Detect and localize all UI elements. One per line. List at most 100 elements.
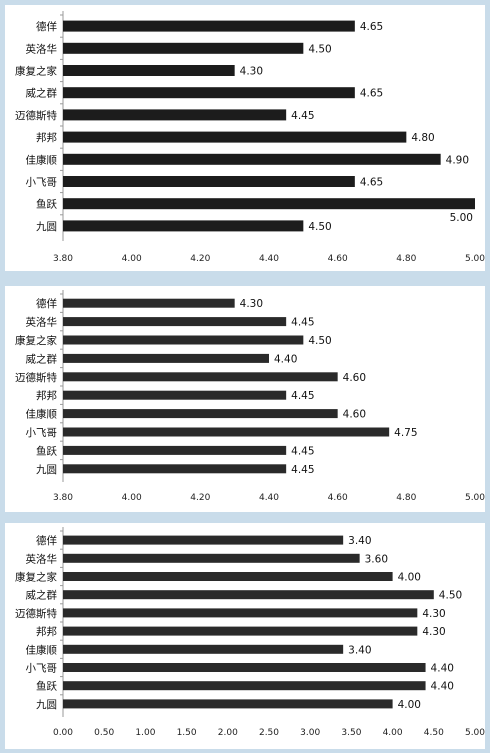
category-label: 德佯: [36, 20, 57, 33]
category-label: 九圆: [36, 699, 57, 711]
x-tick-label: 4.00: [122, 254, 142, 264]
bar: [63, 626, 418, 636]
category-label: 康复之家: [15, 571, 57, 584]
bar: [63, 20, 355, 32]
bar: [63, 464, 287, 474]
bar: [63, 220, 304, 232]
x-tick-label: 3.50: [341, 728, 361, 738]
bar: [63, 198, 475, 210]
data-label: 4.45: [291, 464, 314, 476]
x-tick-label: 5.00: [465, 493, 485, 503]
data-label: 4.45: [291, 390, 314, 402]
x-tick-label: 3.80: [53, 254, 73, 264]
x-tick-label: 4.40: [259, 493, 279, 503]
bar: [63, 131, 407, 143]
category-label: 邦邦: [36, 625, 57, 638]
x-tick-label: 4.60: [328, 493, 348, 503]
bar: [63, 87, 355, 99]
bar: [63, 176, 355, 187]
data-label: 4.80: [411, 132, 434, 144]
data-label: 4.40: [431, 681, 454, 693]
data-label: 4.40: [431, 663, 454, 675]
bar: [63, 445, 287, 455]
category-label: 威之群: [26, 352, 58, 365]
data-label: 3.40: [348, 644, 371, 656]
category-label: 九圆: [36, 221, 57, 233]
bar-chart-1: 德佯 4.65 英洛华 4.50 康复之家 4.30 威之群 4.65 迈德斯特 4.45 邦邦 4.…: [15, 11, 485, 264]
category-label: 佳康顺: [26, 643, 58, 656]
x-tick-label: 4.20: [190, 254, 210, 264]
data-label: 4.45: [291, 317, 314, 329]
category-label: 佳康顺: [26, 153, 58, 166]
data-label: 4.50: [439, 590, 462, 602]
bar: [63, 109, 287, 121]
data-label: 4.50: [308, 221, 331, 233]
x-tick-label: 4.00: [383, 728, 403, 738]
data-label: 4.65: [360, 177, 383, 189]
category-label: 迈德斯特: [15, 371, 57, 384]
bar: [63, 663, 426, 672]
category-label: 邦邦: [36, 389, 57, 402]
bar: [63, 699, 393, 709]
x-tick-label: 3.00: [300, 728, 320, 738]
x-tick-label: 4.80: [396, 493, 416, 503]
x-tick-label: 2.50: [259, 728, 279, 738]
data-label: 4.90: [446, 154, 469, 166]
bar: [63, 42, 304, 54]
bar: [63, 590, 434, 600]
bar: [63, 153, 441, 165]
x-tick-label: 5.00: [465, 254, 485, 264]
category-label: 小飞哥: [26, 177, 58, 189]
category-label: 鱼跃: [36, 198, 57, 211]
data-label: 4.50: [308, 43, 331, 55]
data-label: 4.00: [398, 572, 421, 584]
bar: [63, 535, 344, 545]
category-label: 威之群: [26, 87, 58, 100]
bar: [63, 335, 304, 345]
data-label: 4.40: [274, 353, 297, 365]
data-label: 4.50: [308, 335, 331, 347]
category-label: 康复之家: [15, 334, 57, 347]
data-label: 4.30: [240, 298, 263, 310]
chart-panel-1: 德佯 4.65 英洛华 4.50 康复之家 4.30 威之群 4.65 迈德斯特 4.45 邦邦 4.…: [5, 5, 485, 271]
category-label: 小飞哥: [26, 663, 58, 675]
category-label: 德佯: [36, 297, 57, 310]
category-label: 英洛华: [26, 316, 58, 329]
category-label: 九圆: [36, 464, 57, 476]
x-tick-label: 5.00: [465, 728, 485, 738]
category-label: 小飞哥: [26, 427, 58, 439]
x-tick-label: 3.80: [53, 493, 73, 503]
data-label: 4.65: [360, 21, 383, 33]
bar-chart-3: 德佯 3.40 英洛华 3.60 康复之家 4.00 威之群 4.50 迈德斯特 4.30 邦邦 4.…: [15, 527, 485, 738]
category-label: 鱼跃: [36, 444, 57, 457]
x-tick-label: 4.60: [328, 254, 348, 264]
data-label: 4.00: [398, 699, 421, 711]
x-tick-label: 4.80: [396, 254, 416, 264]
x-tick-label: 4.50: [424, 728, 444, 738]
x-tick-label: 0.50: [94, 728, 114, 738]
data-label: 4.60: [343, 409, 366, 421]
bar: [63, 390, 287, 400]
data-label: 4.30: [240, 66, 263, 78]
data-label: 5.00: [450, 212, 473, 224]
x-tick-label: 4.00: [122, 493, 142, 503]
category-label: 英洛华: [26, 42, 58, 55]
bar-chart-2: 德佯 4.30 英洛华 4.45 康复之家 4.50 威之群 4.40 迈德斯特 4.60 邦邦 4.…: [15, 290, 485, 503]
bar: [63, 353, 269, 363]
bar: [63, 427, 390, 437]
category-label: 威之群: [26, 589, 58, 602]
bar: [63, 608, 418, 618]
bar: [63, 298, 235, 308]
x-tick-label: 2.00: [218, 728, 238, 738]
bar: [63, 409, 338, 419]
data-label: 4.30: [422, 626, 445, 638]
category-label: 英洛华: [26, 552, 58, 565]
data-label: 4.60: [343, 372, 366, 384]
x-tick-label: 4.40: [259, 254, 279, 264]
bar: [63, 553, 360, 563]
bar: [63, 681, 426, 691]
x-tick-label: 1.50: [177, 728, 197, 738]
data-label: 3.40: [348, 535, 371, 547]
data-label: 3.60: [365, 553, 388, 565]
data-label: 4.65: [360, 88, 383, 100]
